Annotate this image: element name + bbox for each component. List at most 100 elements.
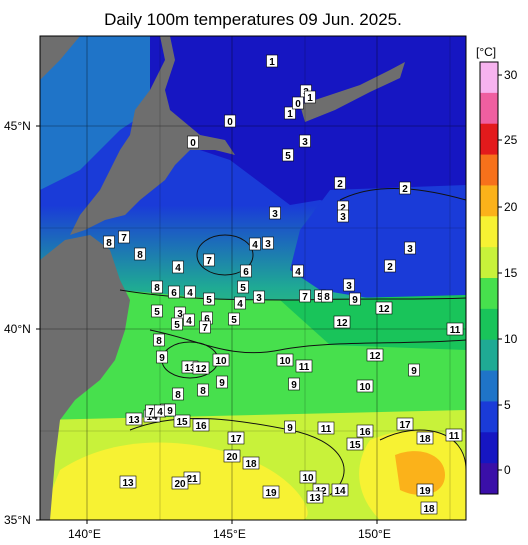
svg-text:5: 5 [206,295,212,306]
isotherm-label: 10 [212,353,230,367]
isotherm-label: 13 [125,412,143,426]
colorbar-tick-label: 15 [504,266,518,280]
svg-text:16: 16 [195,421,207,432]
svg-text:13: 13 [122,478,134,489]
isotherm-label: 3 [337,209,349,223]
isotherm-label: 18 [242,456,260,470]
isotherm-label: 8 [151,280,163,294]
svg-text:6: 6 [171,288,177,299]
svg-text:5: 5 [317,292,323,303]
svg-text:9: 9 [167,406,173,417]
isotherm-label: 5 [282,148,294,162]
isotherm-label: 13 [119,475,137,489]
colorbar-step [480,216,498,248]
colorbar-tick-label: 30 [504,68,518,82]
isotherm-label: 4 [249,237,261,251]
sea-of-japan-region [40,36,150,190]
isotherm-label: 8 [172,387,184,401]
svg-text:12: 12 [369,351,381,362]
svg-text:7: 7 [121,233,127,244]
colorbar-frame [479,61,499,495]
svg-text:2: 2 [402,184,408,195]
svg-text:14: 14 [146,412,158,423]
colorbar-steps [480,62,498,495]
svg-text:3: 3 [256,293,262,304]
colorbar-step [480,123,498,156]
isotherm-label: 5 [237,280,249,294]
svg-text:4: 4 [186,316,192,327]
svg-text:10: 10 [359,382,371,393]
colorbar-tick-label: 20 [504,200,518,214]
isotherm-label: 18 [420,501,438,515]
svg-text:0: 0 [190,138,196,149]
svg-text:3: 3 [407,244,413,255]
isotherm-label: 0 [224,114,236,128]
svg-text:7: 7 [206,256,212,267]
svg-text:4: 4 [295,267,301,278]
isotherm-label: 8 [197,383,209,397]
isotherm-label: 16 [192,418,210,432]
isotherm-label: 9 [284,420,296,434]
colorbar-step [480,432,498,464]
isotherm-label: 1 [266,54,278,68]
svg-text:3: 3 [346,281,352,292]
isotherm-label: 3 [269,206,281,220]
svg-text:5: 5 [240,283,246,294]
isotherm-label: 8 [153,333,165,347]
svg-text:13: 13 [128,415,140,426]
svg-text:4: 4 [175,263,181,274]
svg-text:20: 20 [226,452,238,463]
svg-text:7: 7 [148,407,154,418]
svg-text:9: 9 [287,423,293,434]
svg-text:11: 11 [449,431,460,442]
colorbar-step [480,154,498,186]
svg-text:1: 1 [307,93,313,104]
isotherm-label: 1 [284,106,296,120]
isotherm-label: 7 [118,230,130,244]
isotherm-label: 11 [446,322,464,336]
cold-pool-east [290,185,466,300]
isotherm-label: 9 [408,363,420,377]
svg-text:13: 13 [184,363,196,374]
svg-text:9: 9 [219,378,225,389]
colorbar-step [480,278,498,310]
isotherm-label: 11 [295,359,313,373]
isotherm-label: 17 [227,431,245,445]
isotherm-label: 9 [164,403,176,417]
svg-text:9: 9 [352,295,358,306]
svg-text:0: 0 [227,117,233,128]
isotherm-label: 18 [416,431,434,445]
isotherm-label: 12 [192,361,210,375]
isotherm-label: 13 [306,490,324,504]
svg-text:6: 6 [243,267,249,278]
isotherm-label: 5 [228,312,240,326]
lon-label-150: 150°E [358,527,391,541]
svg-text:9: 9 [411,366,417,377]
isotherm-label: 0 [292,96,304,110]
svg-text:2: 2 [340,203,346,214]
svg-text:3: 3 [265,239,271,250]
svg-text:6: 6 [204,314,210,325]
isotherm-label: 11 [317,421,335,435]
map-title: Daily 100m temperatures 09 Jun. 2025. [104,10,402,29]
isotherm-label: 9 [288,377,300,391]
svg-text:9: 9 [159,353,165,364]
isotherm-label: 4 [234,296,246,310]
svg-text:1: 1 [269,57,275,68]
svg-text:3: 3 [340,212,346,223]
isotherm-label: 1 [304,90,316,104]
isotherm-label: 19 [416,483,434,497]
isotherm-label: 10 [299,470,317,484]
isotherm-label: 7 [203,253,215,267]
svg-text:15: 15 [176,417,188,428]
svg-text:20: 20 [174,479,186,490]
svg-text:11: 11 [450,325,461,336]
isotherm-label: 3 [404,241,416,255]
isotherm-label: 8 [321,289,333,303]
subarctic-front [280,295,466,350]
isotherm-label: 5 [151,304,163,318]
isotherm-labels: 1310100352223343438784765428645375891231… [103,54,464,515]
svg-text:4: 4 [187,288,193,299]
isotherm-label: 4 [184,285,196,299]
